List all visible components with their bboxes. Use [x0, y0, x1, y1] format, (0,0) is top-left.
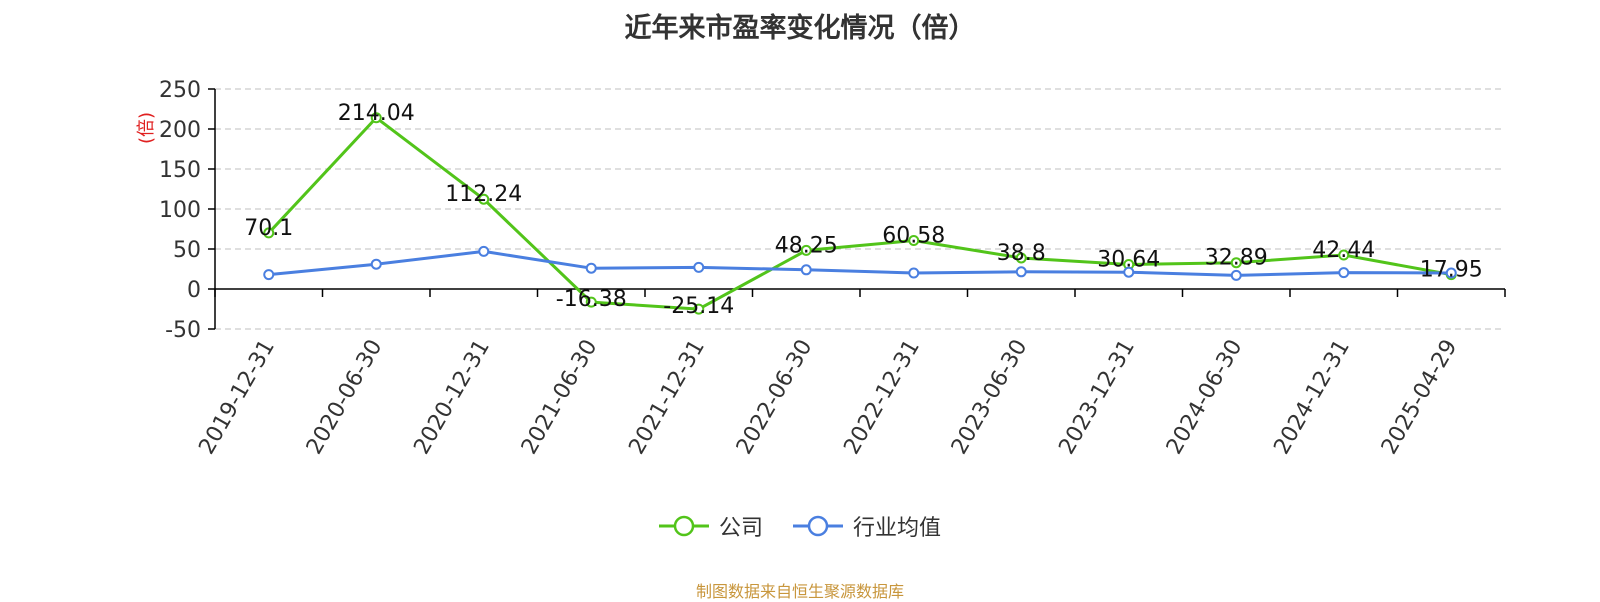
series-layer	[263, 112, 1457, 315]
legend-item-industry[interactable]: 行业均值	[793, 510, 941, 542]
x-tick-label: 2020-06-30	[302, 336, 388, 459]
data-label: -16.38	[556, 287, 627, 312]
chart-title: 近年来市盈率变化情况（倍）	[624, 13, 976, 44]
data-point-industry	[370, 258, 382, 270]
data-label: 30.64	[1097, 247, 1160, 272]
y-tick-label: 100	[159, 198, 201, 223]
legend-label-company: 公司	[718, 516, 763, 541]
data-point-company	[693, 303, 705, 315]
data-label: 214.04	[338, 101, 415, 126]
data-point-industry	[1230, 269, 1242, 281]
data-point-industry	[585, 262, 597, 274]
series-line-company	[267, 116, 1452, 311]
y-tick-label: 50	[173, 238, 201, 263]
data-label: 112.24	[445, 182, 522, 207]
data-point-company	[1230, 257, 1242, 269]
data-labels: 70.1 214.04 112.24 -16.38 -25.14 48.25 60.58 38…	[244, 101, 1482, 319]
data-point-industry	[478, 245, 490, 257]
data-label: 32.89	[1205, 246, 1268, 271]
data-point-company	[908, 235, 920, 247]
x-tick-label: 2022-06-30	[732, 336, 818, 459]
source-note: 制图数据来自恒生聚源数据库	[695, 582, 904, 601]
x-tick-label: 2019-12-31	[194, 336, 280, 459]
data-label: 42.44	[1312, 238, 1375, 263]
data-point-company	[1338, 249, 1350, 261]
data-point-industry	[800, 264, 812, 276]
data-point-industry	[1338, 267, 1350, 279]
legend-marker-company-icon	[658, 515, 709, 537]
x-tick-label: 2021-06-30	[517, 336, 603, 459]
data-label: 48.25	[775, 233, 838, 258]
x-tick-label: 2023-06-30	[947, 336, 1033, 459]
data-point-company	[800, 244, 812, 256]
legend-label-industry: 行业均值	[853, 516, 942, 541]
x-tick-label: 2022-12-31	[839, 336, 925, 459]
y-axis-label: (倍)	[136, 112, 157, 144]
x-tick-label: 2025-04-29	[1377, 336, 1463, 459]
data-point-company	[585, 296, 597, 308]
x-tick-label: 2021-12-31	[624, 336, 710, 459]
y-tick-label: 150	[159, 158, 201, 183]
legend: 公司 行业均值	[0, 510, 1600, 542]
data-point-industry	[1123, 266, 1135, 278]
data-point-company	[263, 227, 275, 239]
y-tick-label: 0	[187, 278, 201, 303]
data-label: 70.1	[244, 216, 293, 241]
grid-lines	[215, 88, 1505, 330]
data-point-company	[1015, 252, 1027, 264]
x-tick-label: 2023-12-31	[1054, 336, 1140, 459]
data-point-industry	[263, 269, 275, 281]
data-label: 38.8	[997, 241, 1046, 266]
data-point-industry	[1015, 266, 1027, 278]
data-point-industry	[693, 261, 705, 273]
data-label: 60.58	[882, 224, 945, 249]
x-tick-label: 2024-12-31	[1269, 336, 1355, 459]
y-tick-label: -50	[165, 318, 201, 343]
x-tick-label: 2020-12-31	[409, 336, 495, 459]
data-label: -25.14	[663, 294, 734, 319]
y-tick-label: 200	[159, 118, 201, 143]
data-point-industry	[908, 267, 920, 279]
series-line-industry	[268, 249, 1452, 277]
y-tick-label: 250	[159, 78, 201, 103]
legend-item-company[interactable]: 公司	[658, 510, 763, 542]
data-label: 17.95	[1420, 258, 1483, 283]
data-point-industry	[1445, 267, 1457, 279]
x-tick-label: 2024-06-30	[1162, 336, 1248, 459]
data-point-company	[370, 112, 382, 124]
data-point-company	[478, 193, 490, 205]
legend-marker-industry-icon	[793, 515, 843, 537]
